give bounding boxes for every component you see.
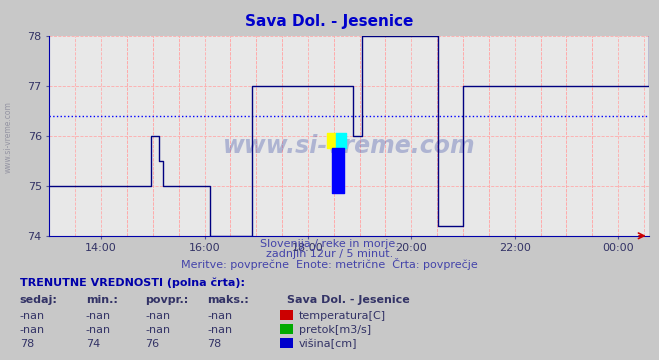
- Text: maks.:: maks.:: [208, 296, 249, 306]
- Text: -nan: -nan: [86, 325, 111, 335]
- Text: 76: 76: [145, 339, 159, 350]
- Text: -nan: -nan: [208, 311, 233, 321]
- Text: Sava Dol. - Jesenice: Sava Dol. - Jesenice: [245, 14, 414, 29]
- Text: temperatura[C]: temperatura[C]: [299, 311, 386, 321]
- Text: -nan: -nan: [20, 311, 45, 321]
- Text: www.si-vreme.com: www.si-vreme.com: [223, 134, 476, 158]
- Text: 74: 74: [86, 339, 100, 350]
- Text: www.si-vreme.com: www.si-vreme.com: [3, 101, 13, 173]
- Text: -nan: -nan: [86, 311, 111, 321]
- Text: 78: 78: [20, 339, 34, 350]
- Text: Slovenija / reke in morje.: Slovenija / reke in morje.: [260, 239, 399, 249]
- Text: sedaj:: sedaj:: [20, 296, 57, 306]
- Text: -nan: -nan: [20, 325, 45, 335]
- Text: povpr.:: povpr.:: [145, 296, 188, 306]
- Text: min.:: min.:: [86, 296, 117, 306]
- Text: -nan: -nan: [145, 325, 170, 335]
- Text: TRENUTNE VREDNOSTI (polna črta):: TRENUTNE VREDNOSTI (polna črta):: [20, 278, 244, 288]
- Text: -nan: -nan: [208, 325, 233, 335]
- Text: -nan: -nan: [145, 311, 170, 321]
- Text: Meritve: povprečne  Enote: metrične  Črta: povprečje: Meritve: povprečne Enote: metrične Črta:…: [181, 258, 478, 270]
- Text: višina[cm]: višina[cm]: [299, 339, 357, 350]
- Text: Sava Dol. - Jesenice: Sava Dol. - Jesenice: [287, 296, 409, 306]
- Text: pretok[m3/s]: pretok[m3/s]: [299, 325, 370, 335]
- Text: zadnjih 12ur / 5 minut.: zadnjih 12ur / 5 minut.: [266, 249, 393, 260]
- Text: 78: 78: [208, 339, 222, 350]
